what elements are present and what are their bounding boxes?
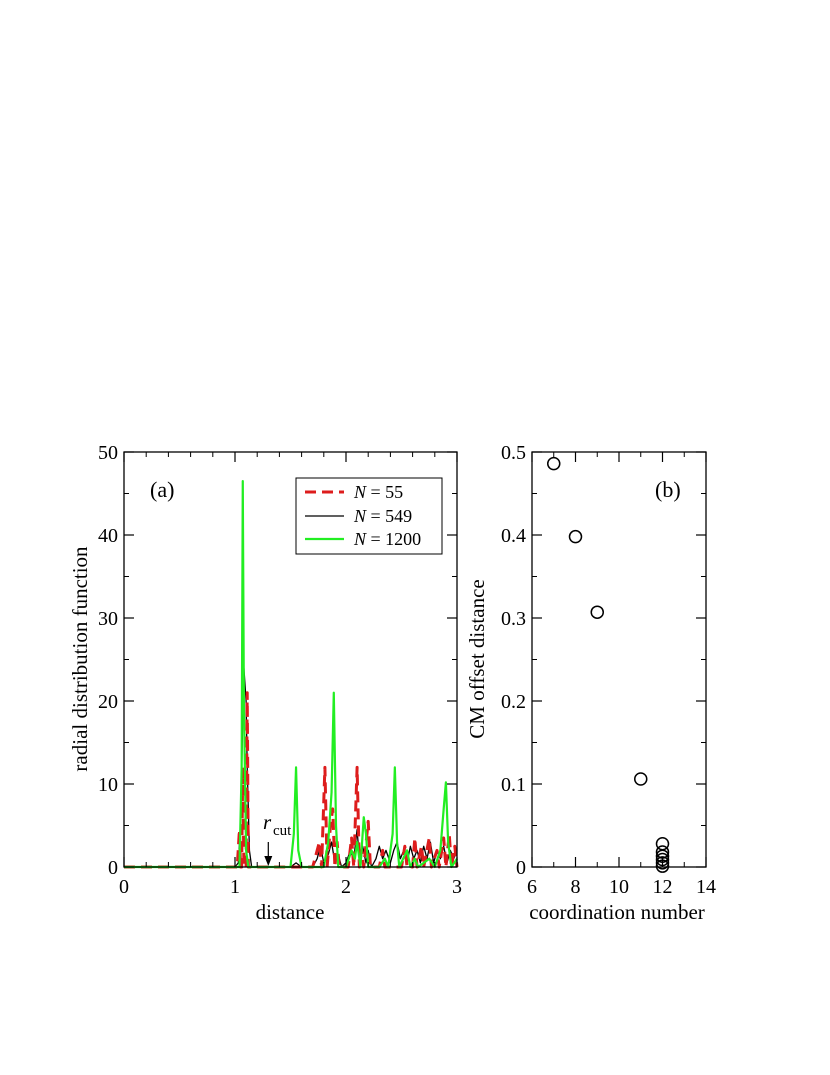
panel-a-xtick-label: 2 — [341, 876, 351, 898]
panel-a-ytick-label: 10 — [98, 774, 118, 796]
panel-b-ytick-label: 0.3 — [501, 608, 526, 630]
panel-b-xtick-label: 8 — [571, 876, 581, 898]
scatter-point — [547, 456, 561, 471]
rcut-subscript: cut — [273, 823, 292, 839]
panel-a-ytick-label: 20 — [98, 691, 118, 713]
scatter-point — [590, 605, 604, 619]
panel-b-ytick-label: 0.5 — [501, 442, 526, 464]
panel-a-ytick-label: 40 — [98, 525, 118, 547]
panel-b-xtick-label: 10 — [609, 876, 629, 898]
panel-a-label: (a) — [150, 477, 174, 502]
series-line-n55 — [124, 691, 459, 869]
panel-b-ytick-label: 0.4 — [501, 525, 526, 547]
panel-a-xtick-label: 1 — [230, 876, 240, 898]
panel-a-ytick-label: 0 — [108, 857, 118, 879]
panel-a-ytick-label: 30 — [98, 608, 118, 630]
panel-b-xlabel: coordination number — [529, 900, 705, 924]
panel-b-points — [547, 456, 670, 873]
panel-b-ylabel: CM offset distance — [465, 579, 489, 738]
panel-b-xtick-label: 12 — [653, 876, 673, 898]
scatter-point — [655, 859, 670, 873]
scatter-point — [655, 845, 670, 859]
panel-b-ytick-label: 0 — [516, 857, 526, 879]
panel-a-xtick-label: 0 — [119, 876, 129, 898]
panel-b-cm-offset: 6 8 10 12 14 0 0.1 0.2 0.3 0.4 0.5 (b) coordinatio… — [465, 442, 716, 924]
scatter-point — [655, 856, 670, 870]
legend-label-n55: N = 55 — [353, 482, 403, 502]
panel-b-label: (b) — [655, 477, 681, 502]
scatter-point — [568, 529, 583, 544]
panel-a-ylabel: radial distribution function — [68, 546, 92, 772]
rcut-symbol: r — [263, 810, 272, 834]
rcut-arrow-head — [264, 856, 273, 866]
panel-b-ytick-label: 0.1 — [501, 774, 526, 796]
panel-b-xtick-label: 6 — [527, 876, 537, 898]
scatter-point — [634, 772, 648, 786]
panel-b-xtick-label: 14 — [696, 876, 716, 898]
legend-label-n549: N = 549 — [353, 506, 412, 526]
panel-b-ytick-label: 0.2 — [501, 691, 526, 713]
legend-label-n1200: N = 1200 — [353, 529, 421, 549]
rcut-annotation: r cut — [263, 810, 292, 866]
legend: N = 55 N = 549 N = 1200 — [295, 477, 443, 555]
scatter-point — [655, 852, 670, 867]
panel-a-ytick-label: 50 — [98, 442, 118, 464]
panel-a-xtick-label: 3 — [452, 876, 462, 898]
panel-b-ticks: 6 8 10 12 14 0 0.1 0.2 0.3 0.4 0.5 — [501, 442, 716, 898]
panel-a-xlabel: distance — [256, 900, 325, 924]
scatter-point — [655, 849, 670, 863]
